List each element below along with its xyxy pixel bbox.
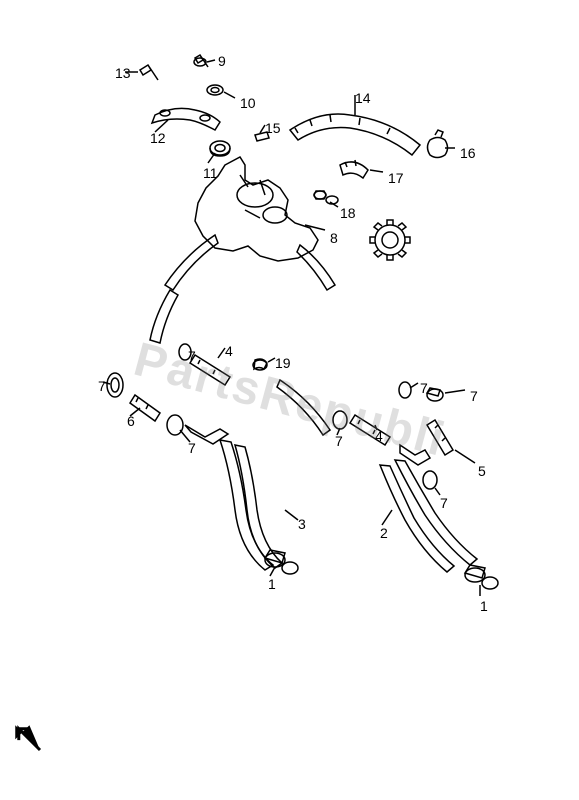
callout-12: 12 bbox=[150, 130, 166, 146]
callout-5: 5 bbox=[478, 463, 486, 479]
diagram-svg bbox=[0, 0, 579, 800]
callout-14: 14 bbox=[355, 90, 371, 106]
callout-3: 3 bbox=[298, 516, 306, 532]
callout-6: 6 bbox=[127, 413, 135, 429]
callout-7e: 7 bbox=[420, 380, 428, 396]
callout-4: 4 bbox=[225, 343, 233, 359]
callout-1b: 1 bbox=[480, 598, 488, 614]
callout-9: 9 bbox=[218, 53, 226, 69]
callout-18: 18 bbox=[340, 205, 356, 221]
callout-7f: 7 bbox=[470, 388, 478, 404]
parts-diagram: PartsRepubli 1 1 2 3 4 4 5 6 7 7 7 7 7 7… bbox=[0, 0, 579, 800]
callout-7c: 7 bbox=[188, 440, 196, 456]
callout-8: 8 bbox=[330, 230, 338, 246]
callout-11: 11 bbox=[203, 165, 218, 181]
callout-15: 15 bbox=[265, 120, 281, 136]
callout-17: 17 bbox=[388, 170, 404, 186]
callout-2: 2 bbox=[380, 525, 388, 541]
callout-13: 13 bbox=[115, 65, 131, 81]
callout-7d: 7 bbox=[335, 433, 343, 449]
callout-7: 7 bbox=[98, 378, 106, 394]
callout-1: 1 bbox=[268, 576, 276, 592]
callout-7b: 7 bbox=[188, 348, 196, 364]
callout-4b: 4 bbox=[375, 428, 383, 444]
callout-16: 16 bbox=[460, 145, 476, 161]
callout-10: 10 bbox=[240, 95, 256, 111]
callout-19: 19 bbox=[275, 355, 291, 371]
callout-7g: 7 bbox=[440, 495, 448, 511]
